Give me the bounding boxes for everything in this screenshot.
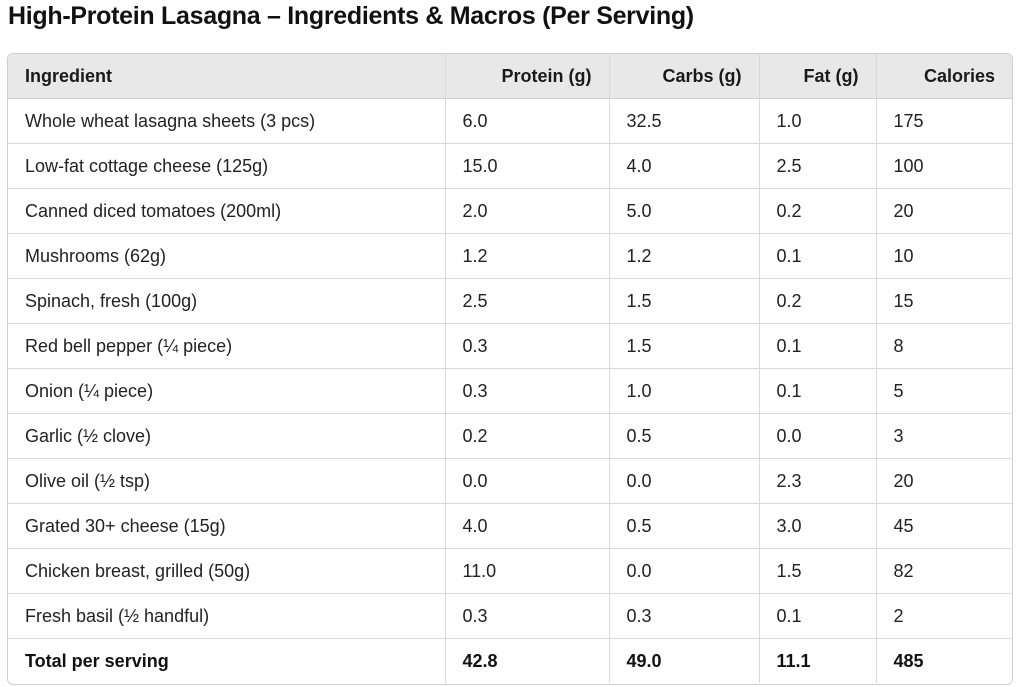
table-row: Whole wheat lasagna sheets (3 pcs) 6.0 3… [8,98,1012,144]
cell-ingredient: Olive oil (½ tsp) [8,458,446,504]
cell-protein: 11.0 [445,548,610,594]
cell-protein: 0.3 [445,368,610,414]
cell-protein: 0.3 [445,593,610,639]
cell-carbs: 0.3 [609,593,760,639]
cell-calories: 100 [876,143,1012,189]
cell-calories: 20 [876,188,1012,234]
cell-carbs: 0.0 [609,458,760,504]
cell-carbs: 5.0 [609,188,760,234]
cell-calories: 15 [876,278,1012,324]
cell-protein: 0.0 [445,458,610,504]
cell-calories: 45 [876,503,1012,549]
cell-calories: 2 [876,593,1012,639]
cell-fat: 0.1 [759,323,877,369]
cell-carbs: 1.5 [609,323,760,369]
cell-ingredient: Garlic (½ clove) [8,413,446,459]
cell-calories: 10 [876,233,1012,279]
table-row: Garlic (½ clove) 0.2 0.5 0.0 3 [8,413,1012,459]
cell-protein: 2.0 [445,188,610,234]
table-row: Red bell pepper (¼ piece) 0.3 1.5 0.1 8 [8,323,1012,369]
column-header-fat: Fat (g) [759,54,877,99]
cell-carbs: 0.0 [609,548,760,594]
table-header-row: Ingredient Protein (g) Carbs (g) Fat (g)… [8,54,1012,99]
cell-fat: 1.0 [759,98,877,144]
cell-calories: 175 [876,98,1012,144]
cell-carbs: 4.0 [609,143,760,189]
cell-ingredient: Grated 30+ cheese (15g) [8,503,446,549]
table-row: Olive oil (½ tsp) 0.0 0.0 2.3 20 [8,458,1012,504]
table-row: Grated 30+ cheese (15g) 4.0 0.5 3.0 45 [8,503,1012,549]
column-header-protein: Protein (g) [445,54,610,99]
total-carbs: 49.0 [609,638,760,683]
cell-fat: 2.3 [759,458,877,504]
cell-carbs: 1.2 [609,233,760,279]
cell-ingredient: Spinach, fresh (100g) [8,278,446,324]
cell-carbs: 0.5 [609,503,760,549]
cell-fat: 0.0 [759,413,877,459]
table-row: Spinach, fresh (100g) 2.5 1.5 0.2 15 [8,278,1012,324]
cell-ingredient: Fresh basil (½ handful) [8,593,446,639]
cell-fat: 0.2 [759,188,877,234]
total-row: Total per serving 42.8 49.0 11.1 485 [8,638,1012,683]
table-row: Low-fat cottage cheese (125g) 15.0 4.0 2… [8,143,1012,189]
cell-ingredient: Whole wheat lasagna sheets (3 pcs) [8,98,446,144]
table-row: Fresh basil (½ handful) 0.3 0.3 0.1 2 [8,593,1012,639]
cell-carbs: 32.5 [609,98,760,144]
cell-ingredient: Mushrooms (62g) [8,233,446,279]
cell-carbs: 1.0 [609,368,760,414]
macros-table-container: Ingredient Protein (g) Carbs (g) Fat (g)… [7,53,1013,685]
cell-calories: 3 [876,413,1012,459]
cell-calories: 5 [876,368,1012,414]
column-header-carbs: Carbs (g) [609,54,760,99]
cell-fat: 3.0 [759,503,877,549]
table-row: Onion (¼ piece) 0.3 1.0 0.1 5 [8,368,1012,414]
cell-protein: 6.0 [445,98,610,144]
cell-carbs: 0.5 [609,413,760,459]
total-protein: 42.8 [445,638,610,683]
cell-protein: 2.5 [445,278,610,324]
macros-table: Ingredient Protein (g) Carbs (g) Fat (g)… [8,54,1012,683]
cell-fat: 1.5 [759,548,877,594]
cell-ingredient: Low-fat cottage cheese (125g) [8,143,446,189]
column-header-ingredient: Ingredient [8,54,446,99]
cell-ingredient: Chicken breast, grilled (50g) [8,548,446,594]
cell-ingredient: Red bell pepper (¼ piece) [8,323,446,369]
total-fat: 11.1 [759,638,877,683]
cell-fat: 0.1 [759,368,877,414]
cell-calories: 82 [876,548,1012,594]
cell-calories: 20 [876,458,1012,504]
table-row: Chicken breast, grilled (50g) 11.0 0.0 1… [8,548,1012,594]
cell-fat: 0.2 [759,278,877,324]
total-calories: 485 [893,650,924,671]
table-row: Mushrooms (62g) 1.2 1.2 0.1 10 [8,233,1012,279]
column-header-calories: Calories [876,54,1012,99]
cell-carbs: 1.5 [609,278,760,324]
table-row: Canned diced tomatoes (200ml) 2.0 5.0 0.… [8,188,1012,234]
cell-fat: 2.5 [759,143,877,189]
cell-fat: 0.1 [759,593,877,639]
cell-protein: 4.0 [445,503,610,549]
page-title: High-Protein Lasagna – Ingredients & Mac… [8,2,694,30]
cell-protein: 0.3 [445,323,610,369]
cell-protein: 1.2 [445,233,610,279]
cell-calories: 8 [876,323,1012,369]
total-label: Total per serving [8,638,446,683]
cell-ingredient: Onion (¼ piece) [8,368,446,414]
cell-ingredient: Canned diced tomatoes (200ml) [8,188,446,234]
cell-fat: 0.1 [759,233,877,279]
cell-protein: 0.2 [445,413,610,459]
cell-protein: 15.0 [445,143,610,189]
